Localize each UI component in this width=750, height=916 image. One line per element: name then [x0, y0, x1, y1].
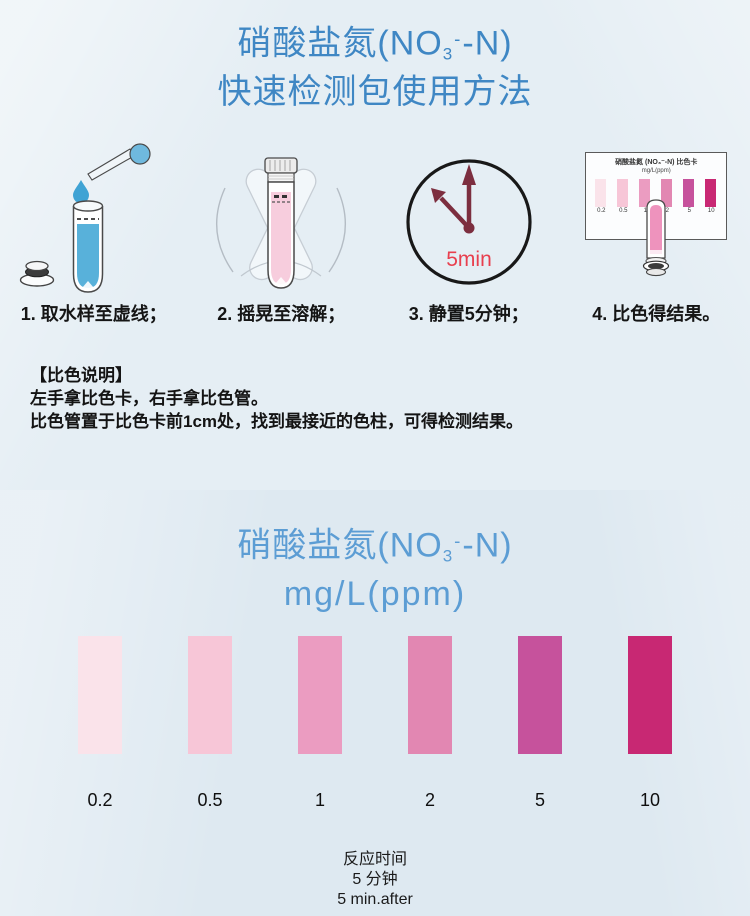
- card-swatch-label: 2: [665, 208, 669, 214]
- card-swatch-color: [617, 179, 629, 207]
- note-line2: 比色管置于比色卡前1cm处，找到最接近的色柱，可得检测结果。: [30, 412, 524, 431]
- scale-superscript: -: [454, 530, 462, 551]
- card-swatch-color: [705, 179, 717, 207]
- scale-swatch: 0.2: [78, 636, 122, 811]
- page-title: 硝酸盐氮(NO3--N) 快速检测包使用方法: [0, 20, 750, 111]
- dropper-and-tube-icon: [19, 143, 151, 293]
- card-swatch: 5: [683, 179, 695, 214]
- scale-title: 硝酸盐氮(NO3--N) mg/L(ppm): [0, 522, 750, 613]
- scale-swatch: 1: [298, 636, 342, 811]
- scale-swatch-color: [298, 636, 342, 754]
- note-heading: 【比色说明】: [30, 366, 132, 385]
- step-1: 1. 取水样至虚线；: [0, 140, 188, 326]
- card-swatch: 2: [661, 179, 673, 214]
- scale-swatch-color: [628, 636, 672, 754]
- scale-swatch-color: [188, 636, 232, 754]
- reaction-time-en: 5 min.after: [337, 891, 413, 908]
- clock-icon: 5min: [406, 159, 532, 285]
- steps-row: 1. 取水样至虚线；: [0, 140, 750, 326]
- card-swatch-row: 0.2 0.5 1 2 5 10: [586, 175, 726, 214]
- scale-chemical-suffix: -N): [462, 526, 513, 565]
- step-4-illustration: 硝酸盐氮 (NO₃⁻-N) 比色卡 mg/L(ppm) 0.2 0.5 1 2 …: [566, 140, 746, 300]
- scale-swatch-label: 10: [639, 790, 661, 810]
- color-scale-section: 硝酸盐氮(NO3--N) mg/L(ppm) 0.2 0.5 1 2: [0, 490, 750, 916]
- card-swatch-label: 5: [687, 208, 691, 214]
- scale-swatch-label: 0.2: [87, 790, 113, 810]
- scale-swatch: 10: [628, 636, 672, 811]
- scale-swatch: 5: [518, 636, 562, 811]
- title-subscript: 3: [442, 44, 454, 64]
- reaction-time-cn: 5 分钟: [352, 871, 398, 888]
- step-1-caption: 1. 取水样至虚线；: [20, 304, 167, 324]
- step-4: 硝酸盐氮 (NO₃⁻-N) 比色卡 mg/L(ppm) 0.2 0.5 1 2 …: [563, 140, 750, 326]
- reaction-time-note: 反应时间 5 分钟 5 min.after: [0, 850, 750, 910]
- card-swatch: 0.5: [617, 179, 629, 214]
- step-3-illustration: 5min: [379, 140, 559, 300]
- title-chemical-suffix: -N): [462, 24, 513, 63]
- page-title-line1: 硝酸盐氮(NO3--N): [0, 20, 750, 73]
- step-3: 5min 3. 静置5分钟；: [375, 140, 563, 326]
- reaction-time-title: 反应时间: [342, 851, 407, 868]
- card-swatch-label: 10: [707, 208, 715, 214]
- scale-swatch-color: [78, 636, 122, 754]
- card-swatch-label: 0.5: [619, 208, 628, 214]
- card-swatch-label: 0.2: [597, 208, 606, 214]
- scale-swatch-label: 5: [534, 790, 545, 810]
- card-swatch-color: [595, 179, 607, 207]
- card-swatch-label: 1: [643, 208, 647, 214]
- scale-swatch-label: 2: [424, 790, 435, 810]
- scale-title-line1: 硝酸盐氮(NO3--N): [0, 522, 750, 575]
- scale-swatch-label: 1: [314, 790, 325, 810]
- title-chemical-name: 硝酸盐氮(NO: [237, 24, 443, 63]
- page-title-line2: 快速检测包使用方法: [217, 73, 533, 112]
- title-superscript: -: [454, 28, 462, 49]
- note-line1: 左手拿比色卡，右手拿比色管。: [30, 389, 268, 408]
- step-1-illustration: [4, 140, 184, 300]
- scale-chemical-name: 硝酸盐氮(NO: [237, 526, 443, 565]
- scale-swatch-color: [518, 636, 562, 754]
- usage-section: 硝酸盐氮(NO3--N) 快速检测包使用方法: [0, 0, 750, 490]
- step-2-illustration: [191, 140, 371, 300]
- comparison-note: 【比色说明】 左手拿比色卡，右手拿比色管。 比色管置于比色卡前1cm处，找到最接…: [30, 364, 523, 433]
- card-title: 硝酸盐氮 (NO₃⁻-N) 比色卡: [615, 159, 698, 166]
- card-subtitle: mg/L(ppm): [641, 168, 671, 174]
- card-swatch: 1: [639, 179, 651, 214]
- card-swatch-color: [683, 179, 695, 207]
- card-swatch: 0.2: [595, 179, 607, 214]
- step-2-caption: 2. 摇晃至溶解；: [217, 304, 346, 324]
- clock-duration-label: 5min: [446, 248, 492, 271]
- scale-swatch: 2: [408, 636, 452, 811]
- card-swatch: 10: [705, 179, 717, 214]
- card-swatch-color: [639, 179, 651, 207]
- scale-subscript: 3: [442, 546, 454, 566]
- comparison-tube-icon: [643, 199, 670, 277]
- scale-swatch-label: 0.5: [197, 790, 223, 810]
- scale-unit: mg/L(ppm): [283, 575, 467, 614]
- scale-swatch-color: [408, 636, 452, 754]
- step-3-caption: 3. 静置5分钟；: [408, 304, 529, 324]
- scale-swatch-row: 0.2 0.5 1 2 5 10: [0, 636, 750, 811]
- shaking-tube-icon: [216, 157, 347, 289]
- step-2: 2. 摇晃至溶解；: [188, 140, 376, 326]
- scale-swatch: 0.5: [188, 636, 232, 811]
- card-swatch-color: [661, 179, 673, 207]
- step-4-caption: 4. 比色得结果。: [592, 304, 721, 324]
